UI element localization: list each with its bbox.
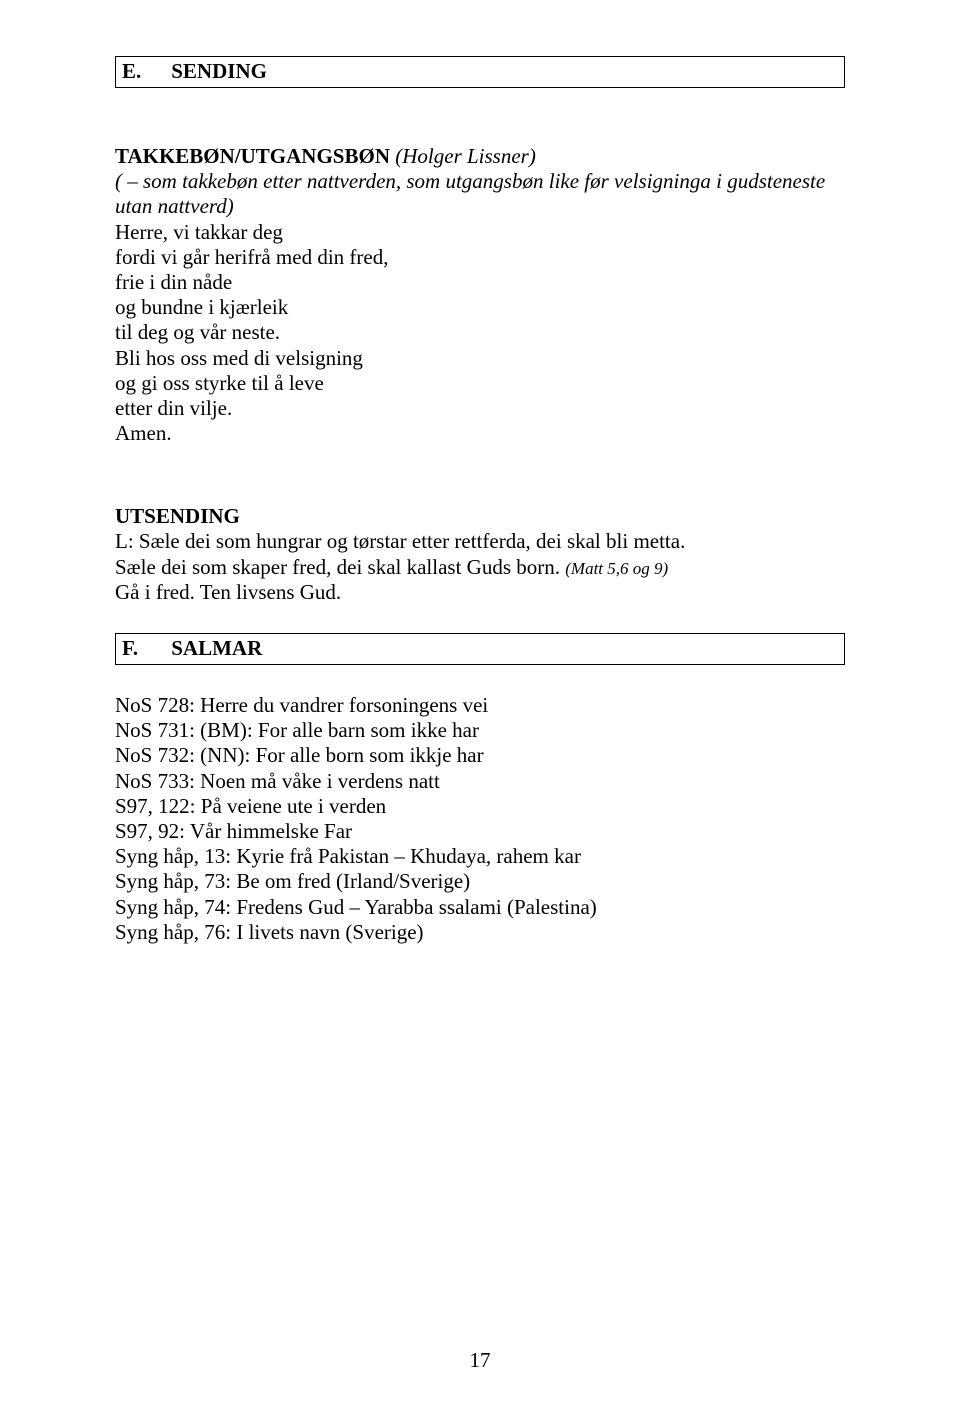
utsending-block: UTSENDING L: Sæle dei som hungrar og tør…	[115, 504, 845, 605]
list-item: NoS 733: Noen må våke i verdens natt	[115, 769, 845, 794]
prayer-line: og gi oss styrke til å leve	[115, 371, 845, 396]
section-f-letter: F.	[122, 636, 166, 661]
utsending-ref: (Matt 5,6 og 9)	[565, 559, 668, 578]
salmar-list: NoS 728: Herre du vandrer forsoningens v…	[115, 693, 845, 945]
prayer-line: Amen.	[115, 421, 845, 446]
section-f-title: SALMAR	[171, 636, 262, 660]
list-item: S97, 122: På veiene ute i verden	[115, 794, 845, 819]
prayer-line: etter din vilje.	[115, 396, 845, 421]
takkebon-attr: (Holger Lissner)	[395, 144, 536, 168]
list-item: Syng håp, 74: Fredens Gud – Yarabba ssal…	[115, 895, 845, 920]
takkebon-subnote: ( – som takkebøn etter nattverden, som u…	[115, 169, 845, 219]
section-e-letter: E.	[122, 59, 166, 84]
utsending-line1: L: Sæle dei som hungrar og tørstar etter…	[115, 529, 845, 554]
prayer-line: Herre, vi takkar deg	[115, 220, 845, 245]
prayer-line: og bundne i kjærleik	[115, 295, 845, 320]
prayer-line: frie i din nåde	[115, 270, 845, 295]
section-e-title: SENDING	[171, 59, 267, 83]
list-item: Syng håp, 73: Be om fred (Irland/Sverige…	[115, 869, 845, 894]
utsending-line2: Sæle dei som skaper fred, dei skal kalla…	[115, 555, 845, 580]
list-item: S97, 92: Vår himmelske Far	[115, 819, 845, 844]
utsending-line2a: Sæle dei som skaper fred, dei skal kalla…	[115, 555, 565, 579]
list-item: NoS 732: (NN): For alle born som ikkje h…	[115, 743, 845, 768]
list-item: Syng håp, 76: I livets navn (Sverige)	[115, 920, 845, 945]
page-number: 17	[0, 1348, 960, 1373]
prayer-block: Herre, vi takkar deg fordi vi går herifr…	[115, 220, 845, 447]
list-item: NoS 728: Herre du vandrer forsoningens v…	[115, 693, 845, 718]
section-f-header: F. SALMAR	[115, 633, 845, 665]
prayer-line: til deg og vår neste.	[115, 320, 845, 345]
prayer-line: Bli hos oss med di velsigning	[115, 346, 845, 371]
utsending-line3: Gå i fred. Ten livsens Gud.	[115, 580, 845, 605]
section-e-header: E. SENDING	[115, 56, 845, 88]
utsending-title: UTSENDING	[115, 504, 845, 529]
list-item: Syng håp, 13: Kyrie frå Pakistan – Khuda…	[115, 844, 845, 869]
takkebon-title: TAKKEBØN/UTGANGSBØN	[115, 144, 390, 168]
takkebon-heading: TAKKEBØN/UTGANGSBØN (Holger Lissner)	[115, 144, 845, 169]
list-item: NoS 731: (BM): For alle barn som ikke ha…	[115, 718, 845, 743]
prayer-line: fordi vi går herifrå med din fred,	[115, 245, 845, 270]
